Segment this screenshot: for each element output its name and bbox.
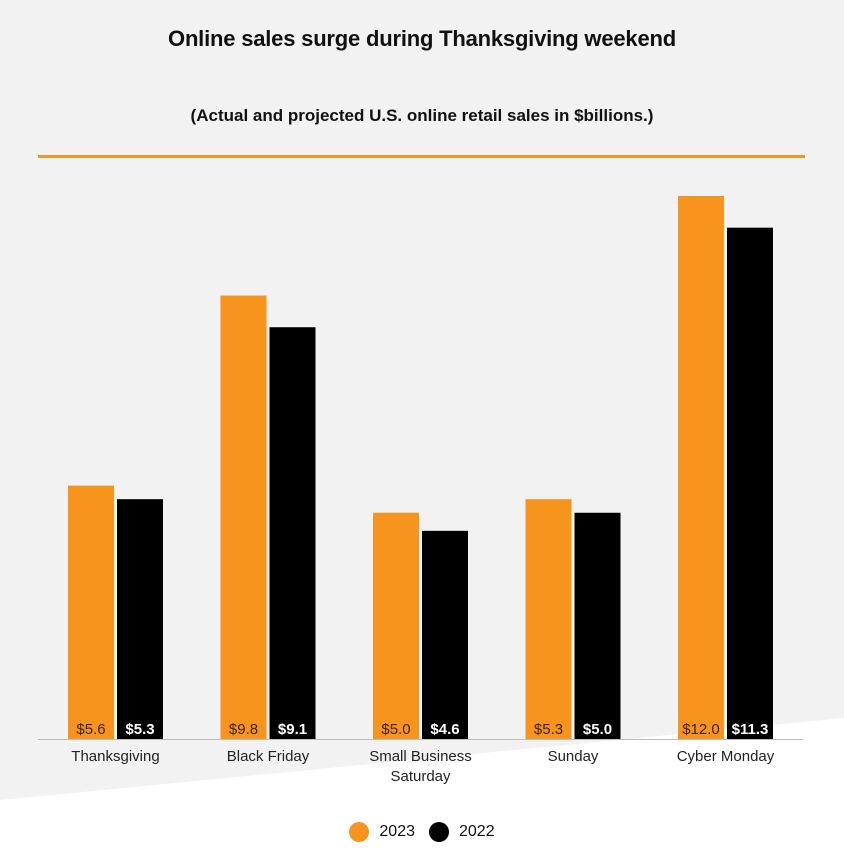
chart-subtitle: (Actual and projected U.S. online retail… <box>190 106 654 125</box>
title-divider <box>38 155 805 158</box>
bar-2022-4 <box>727 227 773 740</box>
data-label-2022-4: $11.3 <box>732 721 769 738</box>
bar-2023-4 <box>678 196 724 739</box>
data-label-2023-1: $9.8 <box>229 721 258 738</box>
data-label-2023-3: $5.3 <box>534 721 563 738</box>
data-label-2022-2: $4.6 <box>430 721 459 738</box>
bar-chart: $5.6 $5.3 Thanksgiving $9.8 $9.1 Black Friday… <box>38 196 803 785</box>
data-label-2022-0: $5.3 <box>125 721 154 738</box>
bar-2022-3 <box>574 512 621 739</box>
data-label-2023-0: $5.6 <box>76 721 105 738</box>
bar-2023-0 <box>68 485 114 739</box>
bar-2022-1 <box>269 327 316 739</box>
bar-2023-3 <box>525 499 572 739</box>
data-label-2023-4: $12.0 <box>682 721 720 738</box>
x-tick-label-1: Black Friday <box>227 748 310 765</box>
chart-title: Online sales surge during Thanksgiving w… <box>168 26 676 51</box>
legend-item-2023: 2023 <box>349 822 415 842</box>
x-tick-label-2-line-0: Small Business <box>369 748 472 765</box>
x-tick-label-3: Sunday <box>548 748 599 765</box>
legend-swatch-2023 <box>349 822 370 842</box>
legend-swatch-2022 <box>429 822 449 842</box>
legend-label-2022: 2022 <box>459 823 495 840</box>
bar-2022-2 <box>422 530 468 739</box>
legend: 2023 2022 <box>0 822 844 842</box>
bar-2022-0 <box>117 499 163 739</box>
data-label-2022-1: $9.1 <box>278 721 307 738</box>
x-tick-label-0: Thanksgiving <box>71 748 159 765</box>
legend-label-2023: 2023 <box>379 823 415 840</box>
x-tick-label-2-line-1: Saturday <box>390 768 451 785</box>
bar-2023-2 <box>373 512 419 739</box>
data-label-2023-2: $5.0 <box>381 721 410 738</box>
bar-2023-1 <box>220 295 267 739</box>
legend-item-2022: 2022 <box>429 822 495 842</box>
x-tick-label-4: Cyber Monday <box>677 748 775 765</box>
data-label-2022-3: $5.0 <box>583 721 612 738</box>
